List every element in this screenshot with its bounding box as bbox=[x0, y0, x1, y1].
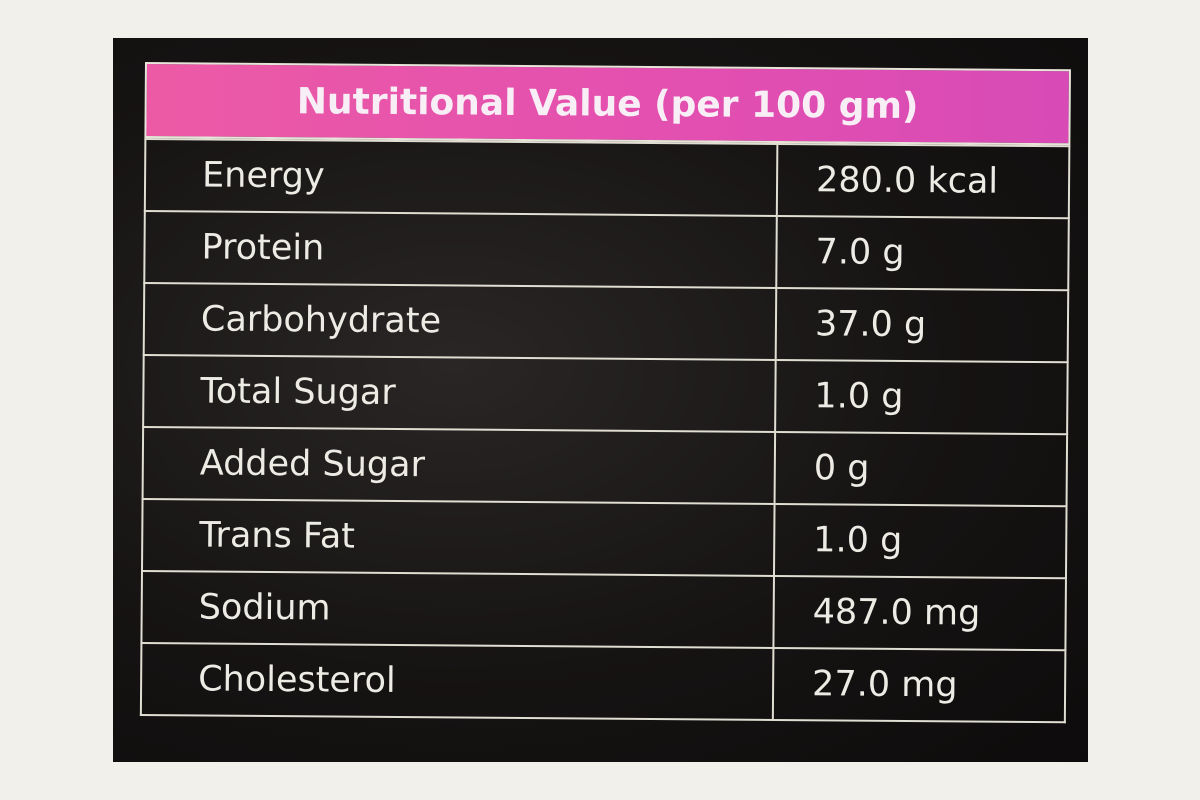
table-title: Nutritional Value (per 100 gm) bbox=[144, 62, 1071, 146]
nutrient-name: Carbohydrate bbox=[143, 283, 777, 360]
table-body: Energy 280.0 kcal Protein 7.0 g Carbohydrate… bbox=[140, 139, 1070, 723]
table-row: Protein 7.0 g bbox=[144, 211, 1069, 291]
table-row: Energy 280.0 kcal bbox=[144, 139, 1070, 219]
table-row: Carbohydrate 37.0 g bbox=[143, 283, 1069, 363]
nutrient-value: 0 g bbox=[774, 431, 1068, 507]
nutrient-value: 1.0 g bbox=[775, 359, 1068, 435]
table-row: Trans Fat 1.0 g bbox=[142, 498, 1067, 579]
nutrient-name: Added Sugar bbox=[142, 426, 776, 504]
nutrient-value: 37.0 g bbox=[775, 287, 1069, 363]
nutrition-label: Nutritional Value (per 100 gm) Energy 280… bbox=[140, 62, 1071, 723]
table-row: Total Sugar 1.0 g bbox=[143, 354, 1068, 435]
nutrient-value: 487.0 mg bbox=[773, 575, 1066, 651]
nutrient-name: Trans Fat bbox=[142, 498, 775, 576]
table-row: Added Sugar 0 g bbox=[142, 426, 1068, 507]
nutrient-name: Protein bbox=[144, 211, 777, 288]
nutrient-value: 280.0 kcal bbox=[776, 143, 1070, 219]
table-row: Sodium 487.0 mg bbox=[141, 570, 1066, 651]
nutrient-name: Sodium bbox=[141, 570, 774, 648]
nutrient-value: 27.0 mg bbox=[772, 647, 1066, 723]
nutrient-value: 7.0 g bbox=[776, 215, 1069, 291]
nutrition-table: Energy 280.0 kcal Protein 7.0 g Carbohydrate… bbox=[140, 138, 1071, 723]
table-row: Cholesterol 27.0 mg bbox=[140, 642, 1066, 723]
label-panel: Nutritional Value (per 100 gm) Energy 280… bbox=[113, 38, 1088, 762]
nutrient-name: Total Sugar bbox=[143, 354, 776, 432]
nutrient-name: Energy bbox=[144, 139, 778, 216]
nutrient-name: Cholesterol bbox=[140, 642, 774, 720]
nutrient-value: 1.0 g bbox=[773, 503, 1067, 579]
